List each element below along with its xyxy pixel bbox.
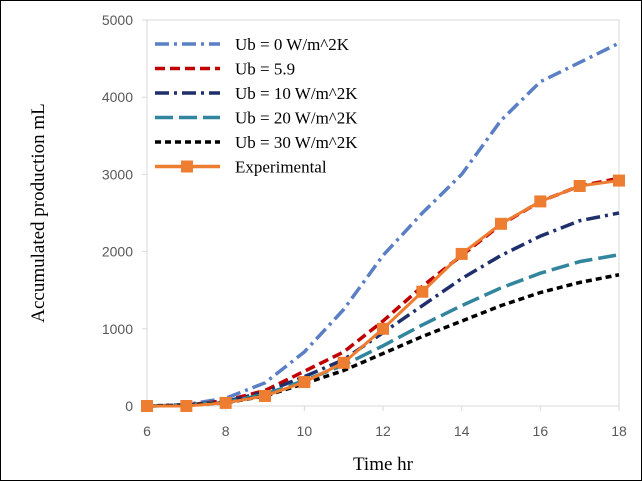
x-tick-label: 8 [222,423,230,439]
legend-label: Ub = 20 W/m^2K [235,109,358,128]
marker [495,217,507,230]
marker [337,356,350,369]
series-line [146,273,620,408]
y-tick-label: 3000 [102,166,133,182]
y-tick-label: 4000 [102,89,133,105]
x-tick-label: 16 [533,423,549,439]
legend-label: Ub = 5.9 [235,60,295,79]
marker [141,400,153,412]
x-tick-label: 14 [454,423,470,439]
marker [219,396,232,409]
legend-label: Ub = 0 W/m^2K [235,35,350,54]
y-tick-label: 5000 [102,12,133,28]
x-tick-label: 6 [143,423,151,439]
marker [180,400,193,412]
marker [377,322,389,335]
marker [416,285,429,298]
x-tick-label: 10 [297,423,313,439]
x-tick-label: 12 [375,423,391,439]
marker [534,195,547,208]
y-tick-label: 0 [125,398,133,414]
legend-label: Ub = 30 W/m^2K [235,133,358,152]
legend-label: Experimental [235,158,327,177]
marker [573,179,586,192]
x-axis-label: Time hr [353,454,414,475]
y-tick-label: 2000 [102,244,133,260]
marker [613,174,625,187]
x-tick-label: 18 [611,423,627,439]
marker [455,247,468,260]
marker [298,376,311,389]
marker [259,389,271,402]
y-axis-label: Accumulated production mL [28,103,49,323]
legend-label: Ub = 10 W/m^2K [235,84,358,103]
y-tick-label: 1000 [102,321,133,337]
legend-marker [181,160,193,173]
